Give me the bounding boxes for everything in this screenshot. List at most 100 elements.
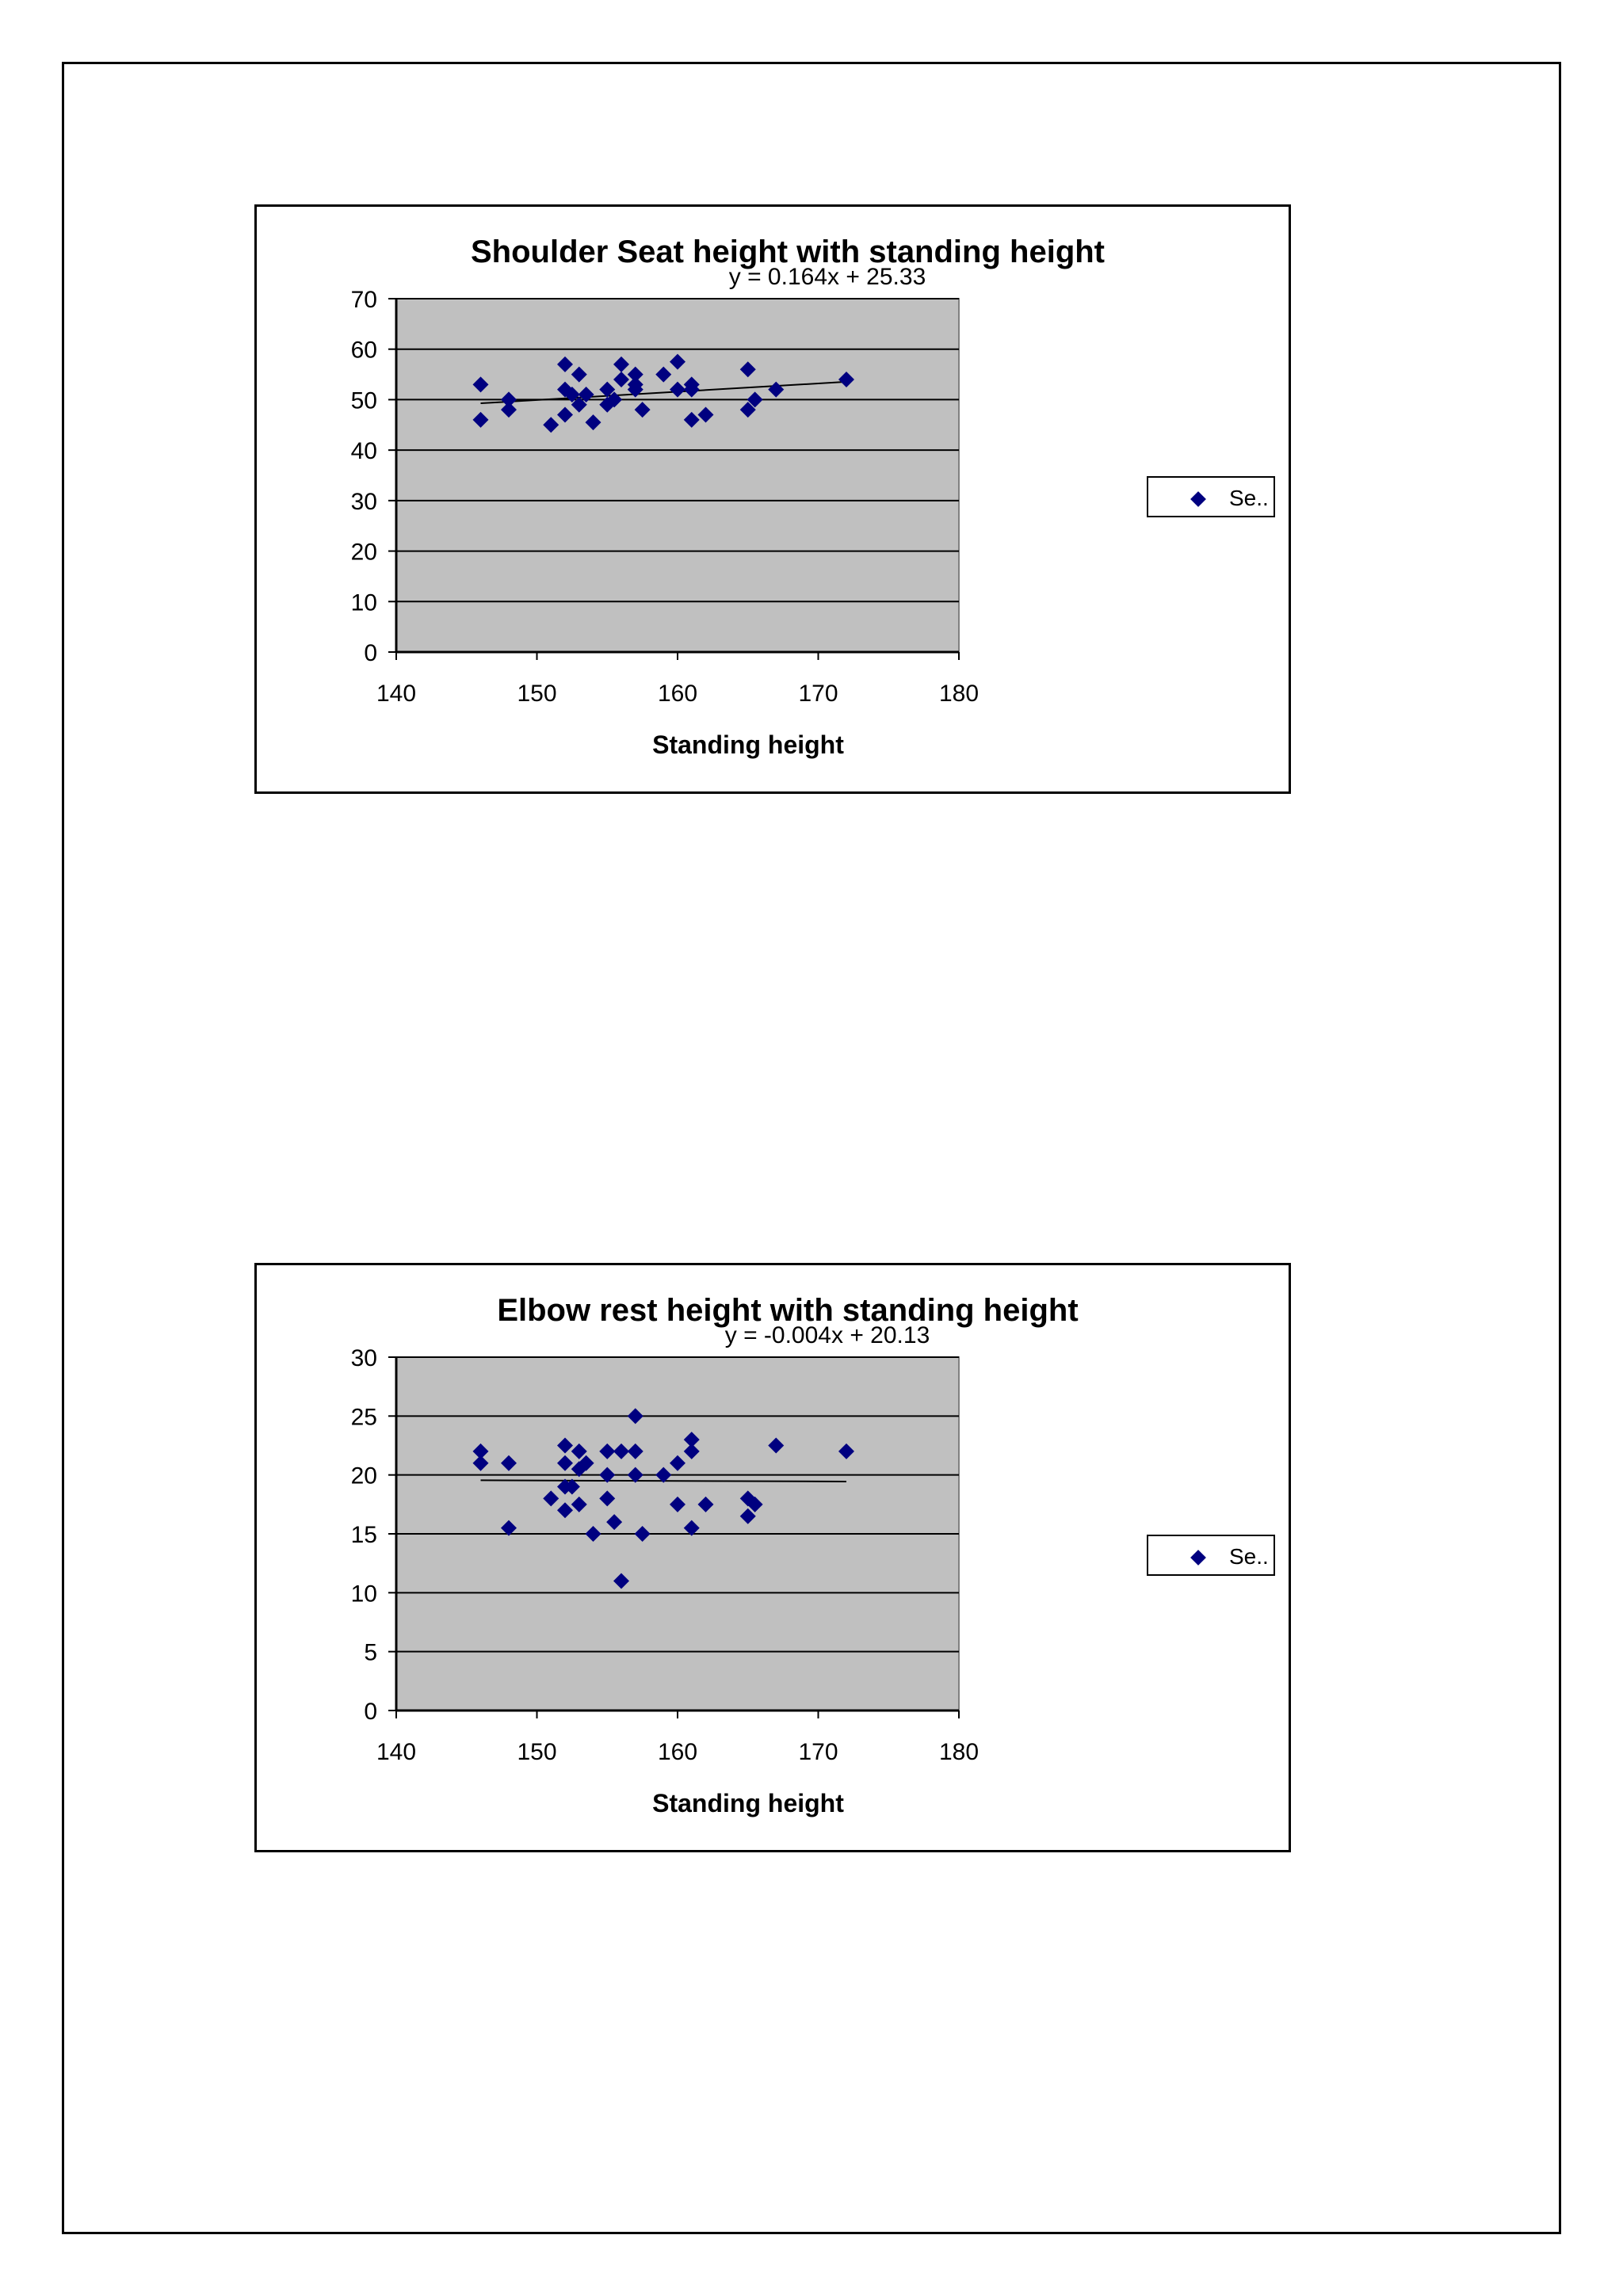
- data-point: [739, 361, 756, 378]
- data-point: [501, 1455, 517, 1471]
- data-point: [599, 1466, 616, 1483]
- data-point: [571, 1496, 587, 1512]
- y-tick-label: 10: [351, 1581, 377, 1607]
- data-point: [571, 396, 587, 413]
- y-tick-label: 30: [351, 489, 377, 515]
- data-point: [578, 1455, 594, 1471]
- data-point: [683, 411, 700, 428]
- data-point: [670, 1496, 685, 1512]
- y-tick-label: 20: [351, 540, 377, 566]
- data-point: [501, 1520, 517, 1536]
- data-point: [634, 402, 651, 418]
- data-point: [501, 402, 517, 418]
- data-point: [599, 1443, 616, 1459]
- chart-shoulder-seat-height: Shoulder Seat height with standing heigh…: [254, 204, 1291, 794]
- data-point: [627, 1466, 643, 1483]
- data-point: [599, 1490, 616, 1507]
- data-point: [627, 381, 643, 398]
- data-point: [557, 1437, 573, 1454]
- data-point: [747, 391, 763, 408]
- y-tick-label: 60: [351, 338, 377, 364]
- data-point: [739, 402, 756, 418]
- chart-elbow-rest-height: Elbow rest height with standing height y …: [254, 1263, 1291, 1852]
- legend-label: Se..: [1229, 486, 1269, 510]
- y-tick-label: 0: [364, 640, 377, 666]
- data-point: [627, 1443, 643, 1459]
- data-point: [747, 1496, 763, 1512]
- x-tick-label: 180: [939, 1739, 979, 1765]
- y-tick-label: 10: [351, 589, 377, 616]
- data-point: [697, 406, 714, 423]
- data-point: [683, 381, 700, 398]
- data-point: [563, 1478, 580, 1495]
- data-point: [472, 376, 489, 393]
- data-point: [697, 1496, 714, 1512]
- data-point: [543, 417, 559, 433]
- data-point: [655, 1466, 672, 1483]
- x-tick-label: 160: [658, 1739, 697, 1765]
- data-point: [557, 1502, 573, 1519]
- x-axis-label: Standing height: [652, 1789, 844, 1817]
- legend-diamond-marker: [1190, 1550, 1206, 1566]
- data-point: [557, 356, 573, 372]
- data-point: [627, 366, 643, 383]
- data-point: [571, 1443, 587, 1459]
- legend-diamond-marker: [1190, 491, 1206, 507]
- data-point: [599, 396, 616, 413]
- chart-title: Shoulder Seat height with standing heigh…: [471, 235, 1105, 269]
- data-point: [670, 353, 685, 370]
- data-point: [670, 1455, 685, 1471]
- data-point: [683, 1432, 700, 1448]
- data-point: [655, 366, 672, 383]
- data-point: [838, 371, 854, 387]
- chart-legend: Se..: [1147, 476, 1275, 517]
- x-tick-label: 180: [939, 681, 979, 707]
- data-point: [599, 381, 616, 398]
- data-point: [838, 1443, 854, 1459]
- data-point: [739, 1508, 756, 1524]
- data-point: [670, 381, 685, 398]
- trendline-equation: y = 0.164x + 25.33: [729, 264, 926, 290]
- data-point: [563, 387, 580, 403]
- data-point: [501, 391, 517, 408]
- y-tick-label: 15: [351, 1522, 377, 1548]
- data-point: [739, 1490, 756, 1507]
- data-point: [585, 414, 601, 431]
- data-point: [606, 1514, 623, 1531]
- data-point: [571, 366, 587, 383]
- chart-title: Elbow rest height with standing height: [497, 1293, 1078, 1328]
- y-tick-label: 25: [351, 1404, 377, 1430]
- y-tick-label: 70: [351, 287, 377, 313]
- data-point: [613, 371, 629, 387]
- data-point: [472, 1455, 489, 1471]
- data-point: [634, 1526, 651, 1542]
- plot-area: [395, 298, 960, 653]
- x-tick-label: 150: [517, 681, 556, 707]
- data-point: [472, 1443, 489, 1459]
- y-tick-label: 5: [364, 1640, 377, 1666]
- data-point: [768, 381, 785, 398]
- x-tick-label: 170: [798, 681, 838, 707]
- data-point: [768, 1437, 785, 1454]
- data-point: [683, 1520, 700, 1536]
- data-point: [585, 1526, 601, 1542]
- y-tick-label: 0: [364, 1699, 377, 1725]
- trendline: [480, 380, 847, 405]
- y-tick-label: 20: [351, 1463, 377, 1489]
- chart-legend: Se..: [1147, 1535, 1275, 1576]
- data-point: [606, 391, 623, 408]
- page-frame: [62, 62, 1561, 2234]
- data-point: [557, 381, 573, 398]
- x-axis-label: Standing height: [652, 730, 844, 759]
- data-point: [627, 1408, 643, 1425]
- data-point: [613, 1573, 629, 1589]
- data-point: [683, 1443, 700, 1459]
- data-point: [543, 1490, 559, 1507]
- data-point: [557, 1455, 573, 1471]
- data-point: [613, 1443, 629, 1459]
- data-point: [578, 387, 594, 403]
- y-tick-label: 50: [351, 387, 377, 414]
- x-tick-label: 170: [798, 1739, 838, 1765]
- chart-svg: Shoulder Seat height with standing heigh…: [351, 235, 1105, 759]
- data-point: [613, 356, 629, 372]
